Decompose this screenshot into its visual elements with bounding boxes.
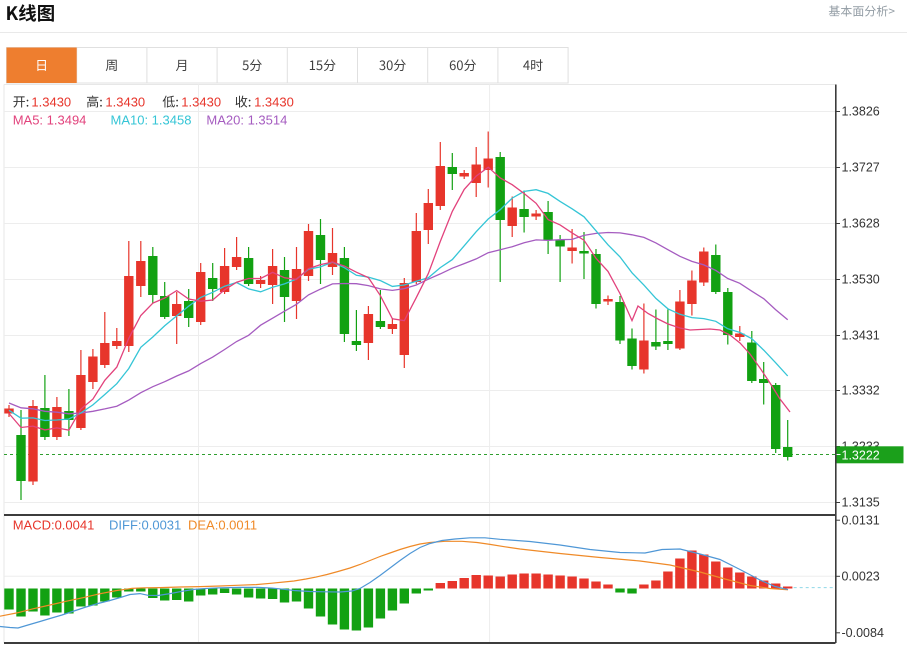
svg-text:1.3628: 1.3628 <box>842 217 880 231</box>
svg-text:MA5: 1.3494: MA5: 1.3494 <box>13 113 87 128</box>
svg-text:1.3826: 1.3826 <box>842 105 880 119</box>
svg-text:1.3332: 1.3332 <box>842 384 880 398</box>
svg-text:MACD:0.0041: MACD:0.0041 <box>13 518 95 533</box>
svg-text:1.3431: 1.3431 <box>842 329 880 343</box>
svg-text:1.3135: 1.3135 <box>842 496 880 510</box>
svg-text:1.3430: 1.3430 <box>254 95 294 110</box>
svg-text:0.0131: 0.0131 <box>842 513 880 527</box>
svg-text:1.3430: 1.3430 <box>105 95 145 110</box>
svg-text:0.0023: 0.0023 <box>842 570 880 584</box>
svg-text:DEA:0.0011: DEA:0.0011 <box>188 518 257 533</box>
svg-text:1.3222: 1.3222 <box>842 448 880 462</box>
svg-text:1.3430: 1.3430 <box>31 95 71 110</box>
svg-text:DIFF:0.0031: DIFF:0.0031 <box>109 518 181 533</box>
svg-text:1.3430: 1.3430 <box>181 95 221 110</box>
svg-text:1.3727: 1.3727 <box>842 161 880 175</box>
svg-text:1.3530: 1.3530 <box>842 273 880 287</box>
svg-text:MA20: 1.3514: MA20: 1.3514 <box>206 113 287 128</box>
svg-text:-0.0084: -0.0084 <box>842 626 884 640</box>
svg-text:MA10: 1.3458: MA10: 1.3458 <box>111 113 192 128</box>
